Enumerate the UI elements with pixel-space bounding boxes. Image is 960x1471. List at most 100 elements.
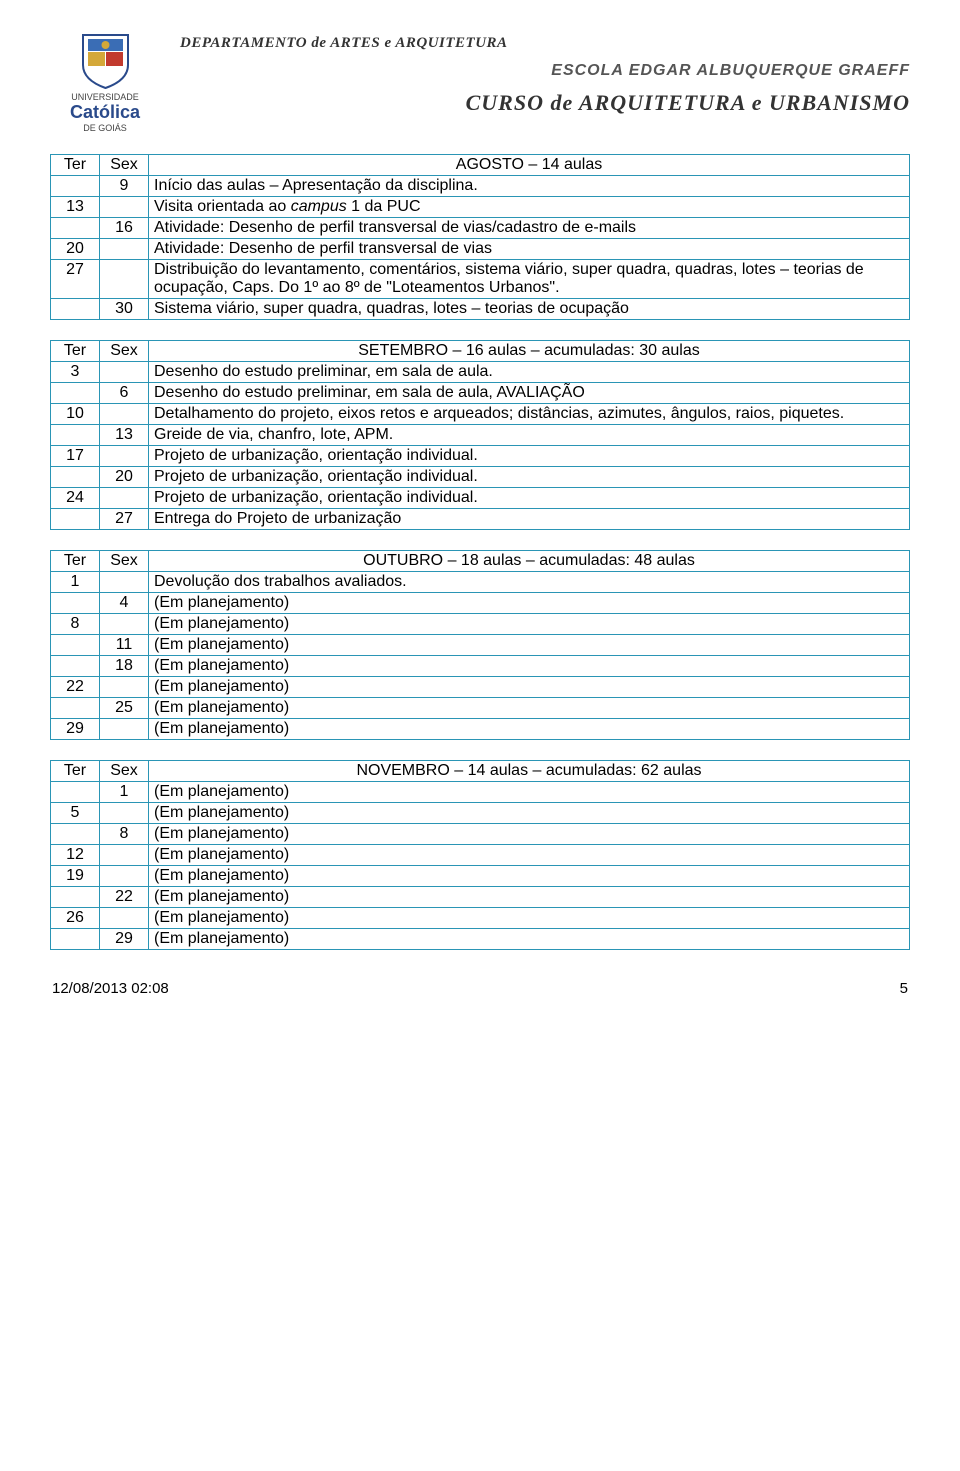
cell-sex: 29	[100, 928, 149, 949]
schedule-table-novembro: TerSexNOVEMBRO – 14 aulas – acumuladas: …	[50, 760, 910, 950]
cell-sex	[100, 196, 149, 217]
col-header-sex: Sex	[100, 154, 149, 175]
cell-description: Visita orientada ao campus 1 da PUC	[149, 196, 910, 217]
cell-sex	[100, 361, 149, 382]
table-row: 8(Em planejamento)	[51, 613, 910, 634]
cell-description: (Em planejamento)	[149, 655, 910, 676]
table-row: 11(Em planejamento)	[51, 634, 910, 655]
cell-description: (Em planejamento)	[149, 928, 910, 949]
cell-description: Distribuição do levantamento, comentário…	[149, 259, 910, 298]
table-row: 9Início das aulas – Apresentação da disc…	[51, 175, 910, 196]
schedule-table-agosto: TerSexAGOSTO – 14 aulas9Início das aulas…	[50, 154, 910, 320]
table-row: 1Devolução dos trabalhos avaliados.	[51, 571, 910, 592]
cell-description: Sistema viário, super quadra, quadras, l…	[149, 298, 910, 319]
course-name: CURSO de ARQUITETURA e URBANISMO	[180, 90, 910, 116]
table-row: 22(Em planejamento)	[51, 676, 910, 697]
cell-ter: 19	[51, 865, 100, 886]
table-row: 17Projeto de urbanização, orientação ind…	[51, 445, 910, 466]
cell-ter: 12	[51, 844, 100, 865]
page-footer: 12/08/2013 02:08 5	[50, 980, 910, 997]
month-title: OUTUBRO – 18 aulas – acumuladas: 48 aula…	[149, 550, 910, 571]
cell-description: Atividade: Desenho de perfil transversal…	[149, 238, 910, 259]
school-name: ESCOLA EDGAR ALBUQUERQUE GRAEFF	[180, 62, 910, 80]
cell-sex	[100, 571, 149, 592]
table-row: 18(Em planejamento)	[51, 655, 910, 676]
table-row: 26(Em planejamento)	[51, 907, 910, 928]
cell-ter: 13	[51, 196, 100, 217]
cell-ter	[51, 298, 100, 319]
cell-description: (Em planejamento)	[149, 802, 910, 823]
cell-description: (Em planejamento)	[149, 886, 910, 907]
table-row: 30Sistema viário, super quadra, quadras,…	[51, 298, 910, 319]
cell-ter	[51, 697, 100, 718]
col-header-sex: Sex	[100, 340, 149, 361]
table-row: 29(Em planejamento)	[51, 928, 910, 949]
header-right: DEPARTAMENTO de ARTES e ARQUITETURA ESCO…	[180, 30, 910, 116]
cell-ter: 10	[51, 403, 100, 424]
cell-ter	[51, 382, 100, 403]
logo-name: Católica	[70, 103, 140, 123]
cell-ter	[51, 217, 100, 238]
table-row: 6Desenho do estudo preliminar, em sala d…	[51, 382, 910, 403]
cell-description: Projeto de urbanização, orientação indiv…	[149, 487, 910, 508]
cell-ter	[51, 466, 100, 487]
cell-sex: 16	[100, 217, 149, 238]
month-title: SETEMBRO – 16 aulas – acumuladas: 30 aul…	[149, 340, 910, 361]
cell-sex	[100, 907, 149, 928]
col-header-ter: Ter	[51, 340, 100, 361]
col-header-ter: Ter	[51, 154, 100, 175]
cell-sex: 20	[100, 466, 149, 487]
cell-ter	[51, 424, 100, 445]
table-row: 10 Detalhamento do projeto, eixos retos e…	[51, 403, 910, 424]
cell-ter: 26	[51, 907, 100, 928]
cell-sex: 22	[100, 886, 149, 907]
cell-ter	[51, 886, 100, 907]
col-header-sex: Sex	[100, 550, 149, 571]
text-part: campus	[291, 198, 347, 215]
cell-ter: 20	[51, 238, 100, 259]
cell-sex: 13	[100, 424, 149, 445]
cell-sex: 8	[100, 823, 149, 844]
cell-sex: 25	[100, 697, 149, 718]
cell-ter: 22	[51, 676, 100, 697]
col-header-ter: Ter	[51, 550, 100, 571]
cell-sex: 1	[100, 781, 149, 802]
cell-ter	[51, 634, 100, 655]
schedule-table-outubro: TerSexOUTUBRO – 18 aulas – acumuladas: 4…	[50, 550, 910, 740]
table-row: 1(Em planejamento)	[51, 781, 910, 802]
cell-description: Greide de via, chanfro, lote, APM.	[149, 424, 910, 445]
col-header-sex: Sex	[100, 760, 149, 781]
table-row: 25(Em planejamento)	[51, 697, 910, 718]
table-row: 19(Em planejamento)	[51, 865, 910, 886]
cell-sex: 18	[100, 655, 149, 676]
cell-sex	[100, 238, 149, 259]
cell-sex	[100, 403, 149, 424]
cell-description: (Em planejamento)	[149, 844, 910, 865]
cell-ter	[51, 781, 100, 802]
cell-sex	[100, 676, 149, 697]
col-header-ter: Ter	[51, 760, 100, 781]
table-row: 16Atividade: Desenho de perfil transvers…	[51, 217, 910, 238]
cell-description: Devolução dos trabalhos avaliados.	[149, 571, 910, 592]
cell-description: (Em planejamento)	[149, 718, 910, 739]
table-row: 4(Em planejamento)	[51, 592, 910, 613]
cell-sex	[100, 718, 149, 739]
cell-sex	[100, 487, 149, 508]
cell-description: Detalhamento do projeto, eixos retos e a…	[149, 403, 910, 424]
table-row: 13 Visita orientada ao campus 1 da PUC	[51, 196, 910, 217]
shield-icon	[78, 30, 133, 90]
table-row: 27Entrega do Projeto de urbanização	[51, 508, 910, 529]
footer-page-number: 5	[900, 980, 908, 997]
cell-sex	[100, 865, 149, 886]
cell-sex	[100, 259, 149, 298]
logo-text: UNIVERSIDADE Católica DE GOIÁS	[70, 92, 140, 134]
cell-description: Projeto de urbanização, orientação indiv…	[149, 466, 910, 487]
department-name: DEPARTAMENTO de ARTES e ARQUITETURA	[180, 35, 910, 52]
cell-sex	[100, 844, 149, 865]
table-header-row: TerSexNOVEMBRO – 14 aulas – acumuladas: …	[51, 760, 910, 781]
cell-sex	[100, 445, 149, 466]
cell-sex: 30	[100, 298, 149, 319]
logo-region: DE GOIÁS	[83, 123, 127, 133]
cell-description: (Em planejamento)	[149, 592, 910, 613]
cell-sex: 4	[100, 592, 149, 613]
